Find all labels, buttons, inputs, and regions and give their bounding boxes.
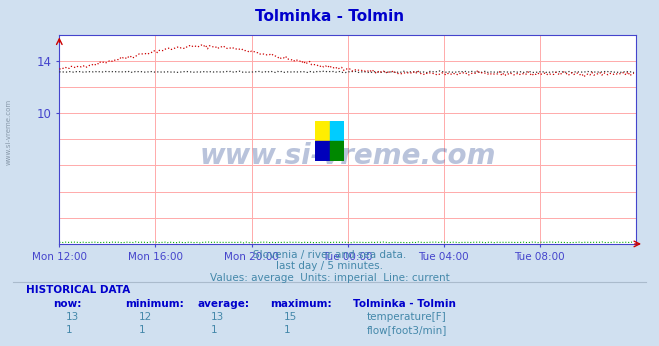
Bar [330, 141, 344, 161]
Text: Slovenia / river and sea data.: Slovenia / river and sea data. [253, 250, 406, 260]
Text: www.si-vreme.com: www.si-vreme.com [5, 98, 12, 165]
Text: 13: 13 [211, 312, 224, 322]
Text: minimum:: minimum: [125, 299, 184, 309]
Text: Values: average  Units: imperial  Line: current: Values: average Units: imperial Line: cu… [210, 273, 449, 283]
Text: HISTORICAL DATA: HISTORICAL DATA [26, 285, 130, 295]
Text: 1: 1 [283, 325, 290, 335]
Text: 12: 12 [138, 312, 152, 322]
Text: 1: 1 [66, 325, 72, 335]
Text: 15: 15 [283, 312, 297, 322]
Text: flow[foot3/min]: flow[foot3/min] [366, 325, 447, 335]
Text: 1: 1 [211, 325, 217, 335]
Text: now:: now: [53, 299, 81, 309]
Bar [315, 121, 330, 141]
Text: temperature[F]: temperature[F] [366, 312, 446, 322]
Text: maximum:: maximum: [270, 299, 332, 309]
Text: Tolminka - Tolmin: Tolminka - Tolmin [353, 299, 455, 309]
Text: 13: 13 [66, 312, 79, 322]
Bar [330, 121, 344, 141]
Text: www.si-vreme.com: www.si-vreme.com [200, 142, 496, 170]
Bar [315, 141, 330, 161]
Text: Tolminka - Tolmin: Tolminka - Tolmin [255, 9, 404, 24]
Text: last day / 5 minutes.: last day / 5 minutes. [276, 261, 383, 271]
Text: average:: average: [198, 299, 250, 309]
Text: 1: 1 [138, 325, 145, 335]
